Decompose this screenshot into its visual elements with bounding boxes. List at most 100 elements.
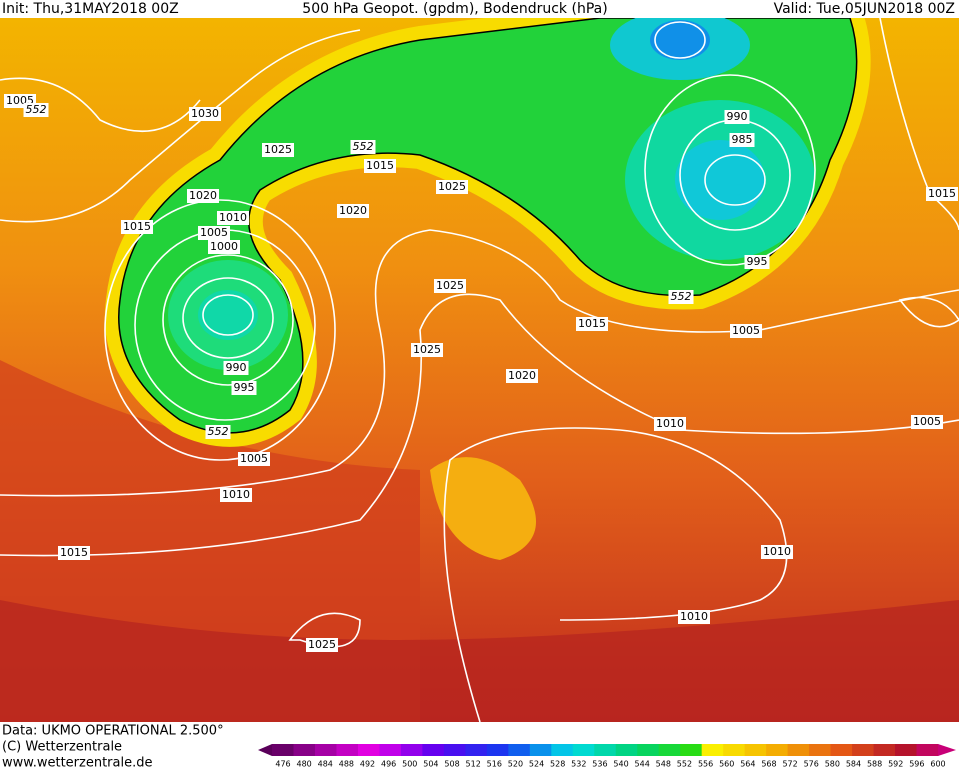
legend-label: 596 <box>909 760 924 769</box>
isobar <box>644 74 816 266</box>
legend-swatch <box>723 744 746 756</box>
isobar-label: 1025 <box>308 638 336 651</box>
isobar-label: 990 <box>727 110 748 123</box>
isobar-label: 1020 <box>339 204 367 217</box>
isobar-label: 1015 <box>366 159 394 172</box>
legend-swatch <box>443 744 466 756</box>
legend-swatch <box>508 744 531 756</box>
legend-label: 548 <box>656 760 671 769</box>
isobar <box>162 254 294 386</box>
legend-label: 508 <box>444 760 459 769</box>
isobar-label-box <box>654 417 686 431</box>
isobar <box>898 296 959 328</box>
isobar-label: 1025 <box>413 343 441 356</box>
legend-label: 592 <box>888 760 903 769</box>
legend-swatch <box>572 744 595 756</box>
isobar-label-box <box>576 317 608 331</box>
isobar-label: 1010 <box>656 417 684 430</box>
isobar <box>0 29 361 223</box>
isobar-label: 1020 <box>508 369 536 382</box>
legend-swatch <box>465 744 488 756</box>
low-core <box>650 20 710 60</box>
isobar-label-box <box>189 107 221 121</box>
legend-swatch <box>830 744 853 756</box>
legend-swatch <box>658 744 681 756</box>
copyright: (C) Wetterzentrale <box>2 740 122 755</box>
isobar-labels: 1005 552 1030 1025 552 1015 1025 1020 1010 1015 10… <box>4 94 958 652</box>
legend-label: 584 <box>846 760 861 769</box>
isobar-label-box <box>436 180 468 194</box>
isobar-label-box <box>220 488 252 502</box>
isobar-label: 985 <box>732 133 753 146</box>
isobar-label-box <box>364 159 396 173</box>
legend-swatch <box>379 744 402 756</box>
legend-swatch <box>314 744 337 756</box>
isobar-label: 1025 <box>438 180 466 193</box>
isobar <box>0 293 959 557</box>
isobar-label-box <box>744 255 770 269</box>
isobar-label-box <box>238 452 270 466</box>
legend-label: 556 <box>698 760 713 769</box>
low-core <box>198 290 258 340</box>
isobar-label: 1010 <box>219 211 247 224</box>
legend-swatch <box>293 744 316 756</box>
legend-swatch <box>701 744 724 756</box>
legend-swatch <box>916 744 939 756</box>
legend-label: 492 <box>360 760 375 769</box>
legend-swatch <box>551 744 574 756</box>
low-core <box>675 140 765 220</box>
isobar-label: 552 <box>208 425 229 438</box>
legend-label: 504 <box>423 760 438 769</box>
isobar-label-box <box>411 343 443 357</box>
isobar-label: 1025 <box>264 143 292 156</box>
legend-label: 516 <box>487 760 502 769</box>
isobar-label: 1015 <box>928 187 956 200</box>
legend-label: 524 <box>529 760 544 769</box>
website: www.wetterzentrale.de <box>2 756 152 770</box>
isobar-label: 990 <box>226 361 247 374</box>
legend-swatch <box>744 744 767 756</box>
legend-label: 532 <box>571 760 586 769</box>
legend-label: 568 <box>761 760 776 769</box>
legend-end <box>258 744 272 756</box>
isobar-label-box <box>730 324 762 338</box>
legend-label: 560 <box>719 760 734 769</box>
legend-swatch <box>766 744 789 756</box>
data-source: Data: UKMO OPERATIONAL 2.500° <box>2 724 224 739</box>
isobar-label-box <box>121 220 153 234</box>
legend-swatch <box>272 744 294 756</box>
isobar-label-box <box>434 279 466 293</box>
legend-label: 552 <box>677 760 692 769</box>
isobar-label-box <box>926 187 958 201</box>
legend-label: 544 <box>635 760 650 769</box>
legend-label: 536 <box>592 760 607 769</box>
isobar-label: 1015 <box>123 220 151 233</box>
legend-label: 512 <box>466 760 481 769</box>
init-time: Init: Thu,31MAY2018 00Z <box>2 1 179 17</box>
isobar-label: 1010 <box>763 545 791 558</box>
legend-label: 576 <box>804 760 819 769</box>
isobar-label: 552 <box>671 290 692 303</box>
legend-swatch <box>680 744 703 756</box>
isobar-label-box <box>198 226 230 240</box>
legend-label: 528 <box>550 760 565 769</box>
isobar-label: 1010 <box>222 488 250 501</box>
legend-label: 600 <box>930 760 945 769</box>
isobar-label-box <box>208 240 240 254</box>
isobar <box>202 294 254 336</box>
legend-label: 484 <box>318 760 333 769</box>
isobar-label: 552 <box>26 103 47 116</box>
isobar-label: 1005 <box>200 226 228 239</box>
isobar-label-box <box>911 415 943 429</box>
isobar <box>443 427 788 723</box>
isobar-label: 995 <box>234 381 255 394</box>
isobar-label: 1030 <box>191 107 219 120</box>
legend-label: 476 <box>275 760 290 769</box>
isobar <box>654 21 706 59</box>
isobar-label: 1000 <box>210 240 238 253</box>
isobar <box>0 77 201 132</box>
isobar <box>104 199 336 461</box>
isobar-label-box <box>724 110 750 124</box>
isobar-label-box <box>58 546 90 560</box>
